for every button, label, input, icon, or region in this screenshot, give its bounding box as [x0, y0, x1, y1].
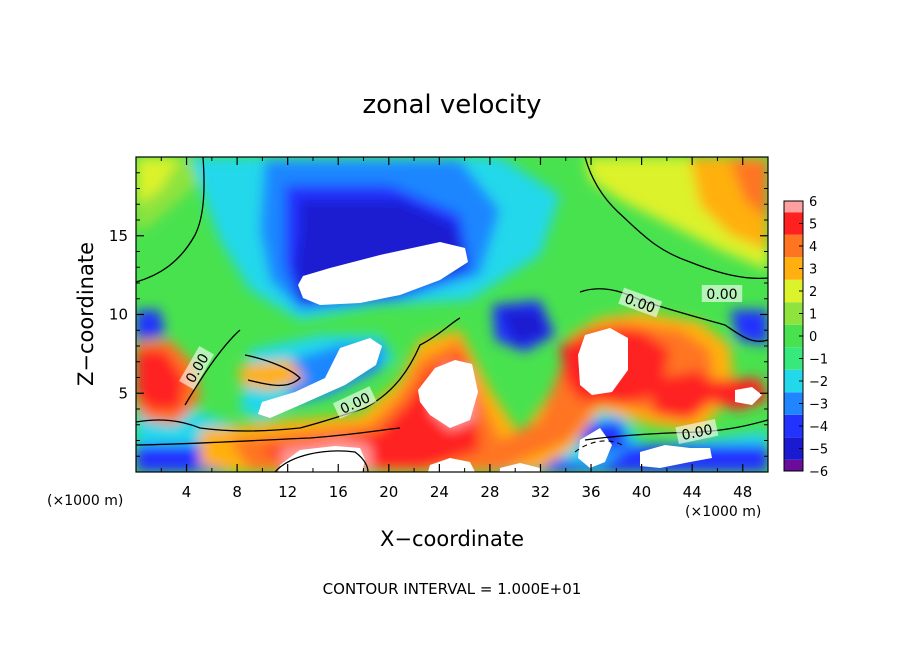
contour-label: 0.00: [675, 418, 719, 445]
field-blob: [730, 310, 768, 345]
velocity-field: [136, 157, 768, 472]
zero-contour-line: [136, 157, 205, 283]
field-blob: [500, 310, 548, 345]
x-tick-label: 12: [278, 483, 297, 501]
over-range-region: [640, 445, 712, 468]
colorbar-label: 6: [809, 195, 817, 210]
x-tick-label: 36: [581, 483, 600, 501]
colorbar-label: −6: [809, 465, 828, 480]
colorbar-label: 1: [809, 308, 817, 323]
colorbar-swatch: [784, 212, 803, 235]
zero-contour-line: [274, 450, 369, 472]
plot-area: 0.000.000.00 0.000.00: [136, 157, 768, 472]
negative-contour-line: [574, 440, 623, 453]
colorbar-label: −2: [809, 375, 828, 390]
field-blob: [136, 157, 180, 205]
zero-contour-line: [184, 329, 241, 406]
colorbar-label: 3: [809, 263, 817, 278]
colorbar-swatch: [784, 459, 803, 471]
contour-label-box: [618, 287, 663, 318]
contour-label-text: 0.00: [680, 422, 714, 444]
colorbar-label: −5: [809, 443, 828, 458]
colorbar-swatch: [784, 257, 803, 280]
field-blob: [730, 160, 768, 220]
colorbar-label: 2: [809, 285, 817, 300]
x-tick-label: 40: [632, 483, 651, 501]
contour-label-box: [332, 386, 377, 419]
over-range-region: [298, 242, 468, 305]
colorbar: 6 5 4 3 2 1 0 −1 −2 −3 −4 −5 −6: [783, 195, 828, 480]
colorbar-swatch: [784, 302, 803, 325]
zero-contour-line: [579, 288, 768, 342]
colorbar-swatch: [784, 437, 803, 460]
y-tick-label: 15: [109, 227, 128, 245]
zero-contour-line: [136, 427, 401, 446]
contour-label-box: [179, 346, 215, 390]
colorbar-label: 0: [809, 330, 817, 345]
over-range-region: [278, 446, 365, 472]
field-blob: [136, 310, 165, 340]
zero-contour-line: [136, 317, 461, 432]
contour-interval-footer: CONTOUR INTERVAL = 1.000E+01: [323, 580, 582, 598]
colorbar-label: −3: [809, 398, 828, 413]
colorbar-swatch: [784, 392, 803, 415]
colorbar-swatch: [784, 201, 803, 213]
x-tick-label: 28: [480, 483, 499, 501]
y-tick-label: 10: [109, 306, 128, 324]
over-range-region: [578, 328, 628, 395]
x-ticks: 4 8 12 16 20 24 28 32 36 40 44 48: [160, 157, 752, 501]
colorbar-swatch: [784, 234, 803, 258]
x-unit-right: (×1000 m): [685, 504, 761, 520]
colorbar-swatch: [784, 414, 803, 438]
zero-contour-line: [244, 354, 301, 387]
contour-label-box: [701, 285, 743, 302]
colorbar-swatch: [784, 324, 803, 348]
colorbar-swatch: [784, 279, 803, 303]
x-tick-label: 48: [733, 483, 752, 501]
colorbar-label: 4: [809, 240, 817, 255]
zero-contour-line: [584, 157, 768, 280]
field-blob: [136, 350, 185, 410]
contour-label-text: 0.00: [706, 287, 737, 303]
over-range-region: [418, 360, 478, 428]
over-range-region: [735, 387, 762, 405]
x-tick-label: 4: [182, 483, 192, 501]
x-tick-label: 24: [430, 483, 449, 501]
x-tick-label: 20: [379, 483, 398, 501]
over-range-region: [500, 463, 540, 472]
colorbar-label: −1: [809, 353, 828, 368]
x-tick-label: 32: [531, 483, 550, 501]
colorbar-label: 5: [809, 218, 817, 233]
colorbar-swatch: [784, 347, 803, 370]
y-axis-label: Z−coordinate: [74, 242, 98, 386]
y-tick-label: 5: [118, 384, 128, 402]
colorbar-label: −4: [809, 420, 828, 435]
colorbar-swatch: [784, 369, 803, 393]
contour-label-box: [675, 418, 719, 445]
x-axis-label: X−coordinate: [380, 527, 524, 551]
x-unit-left: (×1000 m): [47, 493, 123, 509]
contour-label: 0.00: [701, 285, 743, 303]
over-range-region: [258, 338, 382, 418]
x-tick-label: 16: [329, 483, 348, 501]
chart-title: zonal velocity: [362, 90, 541, 120]
x-tick-label: 44: [683, 483, 702, 501]
field-blob: [650, 370, 720, 420]
x-tick-label: 8: [232, 483, 242, 501]
y-ticks: 5 10 15: [109, 172, 768, 457]
